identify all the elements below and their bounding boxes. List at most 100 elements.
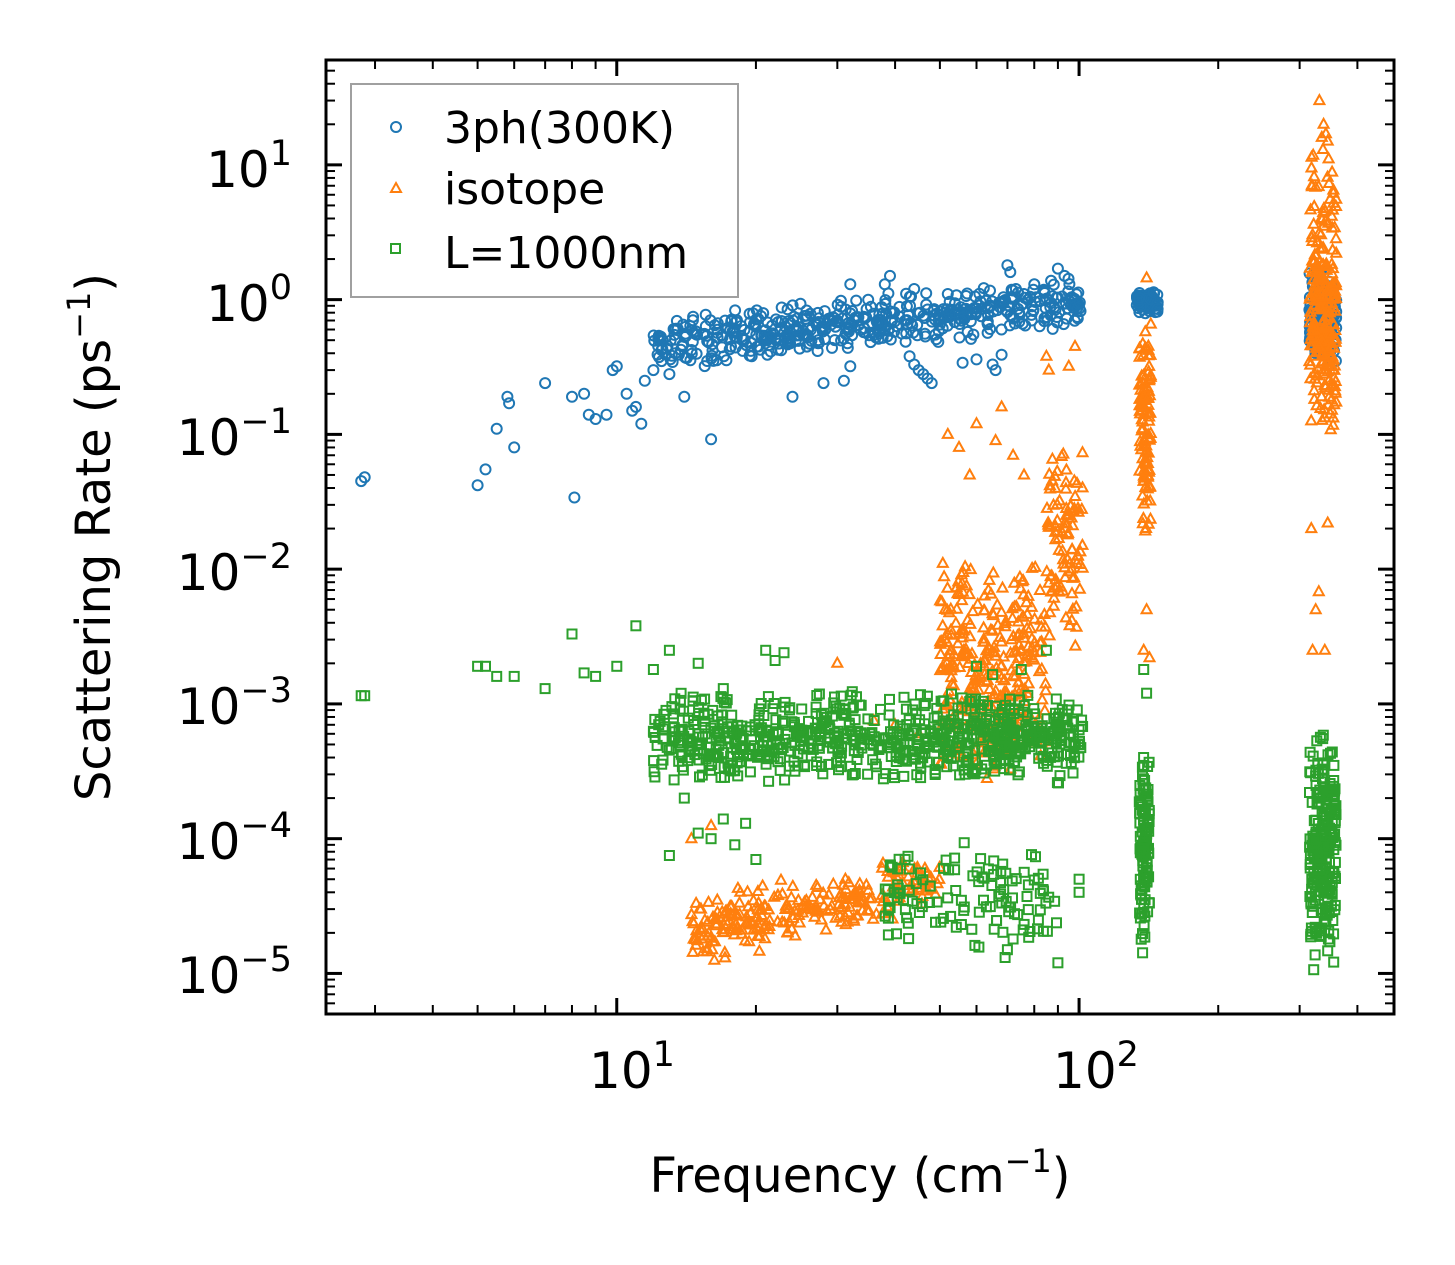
3ph-300k--point (1001, 259, 1014, 272)
l-1000nm-point (945, 910, 957, 922)
l-1000nm-point (1051, 777, 1063, 789)
isotope-point (1309, 287, 1323, 300)
legend-label-boundary: L=1000nm (444, 228, 688, 279)
isotope-point (1329, 245, 1343, 258)
l-1000nm-point (966, 923, 978, 935)
isotope-point (1007, 575, 1021, 588)
3ph-300k--point (920, 287, 933, 300)
l-1000nm-point (1037, 884, 1049, 895)
l-1000nm-point (1011, 751, 1023, 763)
3ph-300k--point (578, 387, 591, 400)
l-1000nm-point (678, 792, 690, 804)
l-1000nm-point (1138, 907, 1150, 918)
isotope-point (1143, 430, 1157, 443)
3ph-300k--point (1018, 288, 1030, 300)
isotope-point (855, 903, 869, 916)
l-1000nm-point (987, 669, 999, 681)
l-1000nm-point (1308, 815, 1320, 827)
isotope-point (866, 911, 880, 924)
l-1000nm-point (921, 690, 933, 702)
isotope-point (955, 593, 969, 606)
3ph-300k--point (982, 302, 995, 315)
l-1000nm-point (932, 741, 944, 753)
l-1000nm-point (1060, 748, 1072, 760)
x-tick-label-10: 101 (589, 1035, 675, 1100)
isotope-point (782, 914, 796, 927)
l-1000nm-point (919, 697, 931, 709)
l-1000nm-point (770, 714, 782, 726)
l-1000nm-point (699, 693, 711, 705)
l-1000nm-point (1319, 824, 1330, 836)
isotope-point (965, 646, 979, 659)
isotope-point (1142, 358, 1156, 371)
isotope-point (1312, 339, 1326, 352)
l-1000nm-point (480, 660, 491, 672)
isotope-point (1141, 455, 1155, 468)
isotope-point (1134, 442, 1149, 455)
isotope-point (986, 608, 1000, 621)
isotope-point (1043, 605, 1057, 618)
isotope-point (959, 578, 974, 591)
isotope-point (1039, 348, 1054, 361)
3ph-300k--point (899, 314, 912, 327)
l-1000nm-point (982, 700, 993, 711)
isotope-point (986, 565, 1000, 578)
3ph-300k--point (701, 335, 714, 348)
isotope-point (696, 944, 710, 957)
isotope-point (1316, 218, 1331, 231)
3ph-300k--point (850, 294, 863, 307)
isotope-point (1305, 642, 1320, 655)
l-1000nm-point (1137, 947, 1149, 959)
isotope-point (1319, 284, 1334, 297)
series-1 (684, 93, 1343, 965)
3ph-300k--point (684, 354, 697, 367)
l-1000nm-point (829, 691, 840, 703)
isotope-point (1132, 340, 1147, 353)
l-1000nm-point (998, 713, 1009, 725)
3ph-300k--point (878, 278, 891, 291)
isotope-point (1008, 669, 1022, 682)
isotope-point (1014, 641, 1029, 654)
l-1000nm-point (1137, 783, 1149, 795)
isotope-point (994, 604, 1009, 617)
legend-marker-3ph (390, 121, 402, 133)
isotope-point (936, 555, 950, 568)
l-1000nm-point (964, 696, 976, 707)
l-1000nm-point (864, 728, 876, 740)
isotope-point (1135, 421, 1150, 434)
l-1000nm-point (1314, 731, 1326, 743)
l-1000nm-point (1135, 933, 1147, 945)
l-1000nm-point (1325, 747, 1336, 759)
isotope-point (955, 648, 970, 661)
isotope-point (742, 917, 756, 930)
isotope-point (1041, 517, 1056, 530)
isotope-point (1325, 164, 1339, 177)
3ph-300k--point (884, 269, 896, 282)
isotope-point (1061, 527, 1075, 540)
isotope-point (1056, 446, 1070, 459)
isotope-point (1047, 590, 1061, 603)
isotope-point (1059, 500, 1073, 513)
l-1000nm-point (744, 721, 756, 733)
isotope-point (971, 596, 985, 609)
3ph-300k--point (568, 491, 581, 504)
isotope-point (811, 904, 825, 917)
l-1000nm-point (684, 745, 696, 757)
l-1000nm-point (973, 906, 985, 918)
3ph-300k--point (730, 316, 743, 328)
3ph-300k--point (984, 284, 996, 297)
l-1000nm-point (649, 732, 661, 743)
isotope-point (1005, 610, 1020, 623)
isotope-point (1040, 564, 1054, 577)
l-1000nm-point (894, 720, 906, 732)
isotope-point (1016, 609, 1030, 622)
isotope-point (817, 898, 831, 911)
isotope-point (1309, 297, 1323, 310)
isotope-point (1065, 586, 1079, 599)
isotope-point (1324, 422, 1338, 435)
isotope-point (1021, 676, 1036, 689)
isotope-point (1303, 202, 1318, 215)
l-1000nm-point (692, 827, 704, 839)
l-1000nm-point (938, 748, 949, 760)
l-1000nm-point (687, 691, 699, 703)
